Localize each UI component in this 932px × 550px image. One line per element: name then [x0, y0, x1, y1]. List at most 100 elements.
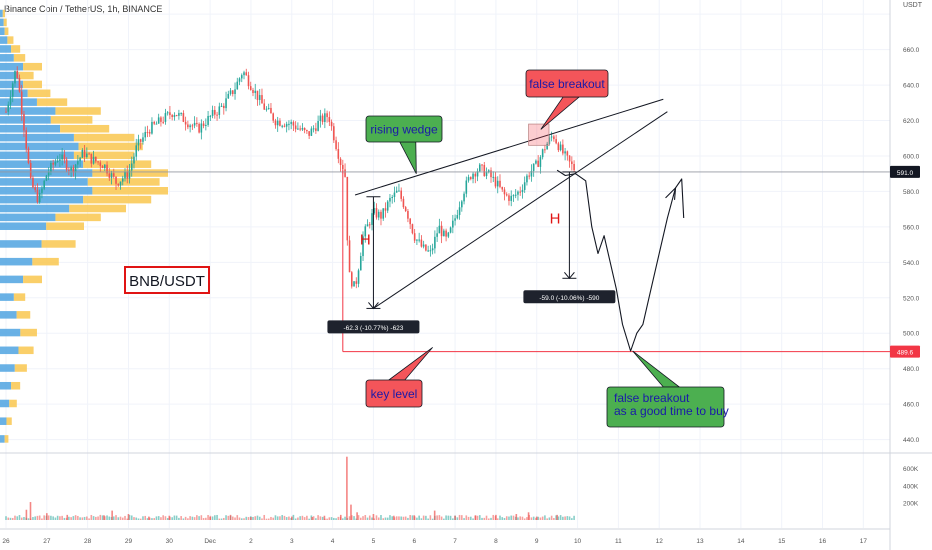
profile-bar-up [6, 417, 12, 425]
volume-bar [171, 517, 173, 520]
candle-body [63, 154, 66, 160]
volume-bar [155, 516, 158, 520]
profile-bar-down [0, 18, 4, 27]
volume-bar [32, 517, 34, 520]
volume-bar [380, 515, 382, 520]
volume-bar [532, 516, 535, 520]
volume-bar [191, 516, 194, 520]
candle-body [103, 164, 106, 169]
candle-body [445, 230, 447, 237]
volume-bar [449, 515, 452, 520]
price-tick-label: 620.0 [903, 118, 920, 125]
time-tick-label: 17 [860, 538, 868, 545]
candle-body [258, 95, 261, 100]
candle-body [153, 121, 155, 124]
volume-bar [59, 516, 61, 520]
volume-bar [157, 516, 160, 520]
candle-body [377, 211, 380, 218]
time-tick-label: 4 [331, 538, 335, 545]
candle-body [121, 178, 124, 182]
candle-body [265, 108, 268, 110]
volume-bar [382, 518, 385, 520]
price-tick-label: 480.0 [903, 366, 920, 373]
volume-bar [187, 518, 189, 520]
candle-body [566, 151, 569, 156]
candle-body [72, 167, 75, 173]
volume-bar [50, 515, 52, 520]
candle-body [393, 192, 396, 197]
volume-bar [371, 517, 373, 520]
candle-body [56, 160, 59, 162]
candle-body [288, 123, 290, 125]
volume-bar [133, 517, 135, 520]
profile-bar-up [73, 151, 135, 160]
candle-body [364, 226, 367, 237]
profile-bar-down [0, 417, 7, 425]
volume-tick-label: 200K [903, 500, 919, 507]
candle-body [256, 90, 259, 100]
callout-text: false breakout [614, 391, 690, 405]
volume-bar [285, 517, 288, 520]
profile-bar-up [73, 133, 135, 142]
profile-bar-up [50, 116, 93, 124]
volume-bar [288, 516, 290, 520]
volume-bar [211, 516, 214, 520]
volume-bar [34, 516, 36, 520]
candle-body [470, 177, 472, 180]
volume-bar [270, 516, 272, 520]
candle-body [478, 164, 481, 172]
volume-bar [474, 515, 477, 520]
candle-body [240, 75, 243, 79]
volume-bar [86, 516, 88, 520]
measure-label: -59.0 (-10.06%) -590 [539, 295, 599, 302]
volume-bar [521, 516, 524, 520]
candle-body [16, 71, 19, 78]
volume-bar [556, 514, 558, 520]
candle-body [409, 218, 411, 225]
candle-body [422, 244, 425, 247]
candle-body [326, 113, 328, 118]
volume-bar [470, 516, 472, 520]
volume-bar [310, 515, 313, 520]
candle-body [523, 182, 526, 190]
volume-bar [312, 516, 315, 520]
candle-body [294, 125, 297, 130]
volume-bar [46, 513, 48, 520]
volume-bar [281, 515, 283, 520]
candle-body [162, 121, 164, 123]
candle-body [557, 143, 560, 151]
candle-body [182, 113, 185, 122]
volume-bar [229, 514, 232, 520]
candle-body [418, 239, 420, 241]
candle-body [151, 121, 153, 134]
candle-body [106, 164, 108, 174]
profile-bar-down [0, 275, 24, 284]
volume-bar [420, 518, 423, 520]
volume-bar [438, 515, 441, 520]
volume-bar [333, 517, 335, 520]
candle-body [88, 153, 90, 155]
volume-bar [357, 515, 360, 520]
volume-bar [77, 515, 79, 520]
volume-bar [535, 516, 538, 520]
volume-bar [400, 516, 402, 520]
candle-body [510, 195, 513, 201]
chart-header: Binance Coin / TetherUS, 1h, BINANCE [4, 4, 163, 14]
candle-body [463, 193, 465, 202]
candle-body [214, 109, 216, 115]
time-tick-label: 16 [819, 538, 827, 545]
volume-bar [297, 517, 299, 520]
candle-body [373, 208, 376, 214]
profile-bar-down [0, 124, 61, 133]
candle-body [386, 201, 389, 211]
candle-body [65, 159, 68, 170]
volume-bar [148, 517, 151, 520]
callout-text: key level [371, 387, 418, 401]
price-tick-label: 540.0 [903, 260, 920, 267]
profile-bar-up [83, 195, 152, 204]
profile-bar-down [0, 257, 33, 266]
volume-bar [350, 515, 353, 520]
candle-body [299, 128, 301, 130]
volume-bar [517, 517, 519, 520]
